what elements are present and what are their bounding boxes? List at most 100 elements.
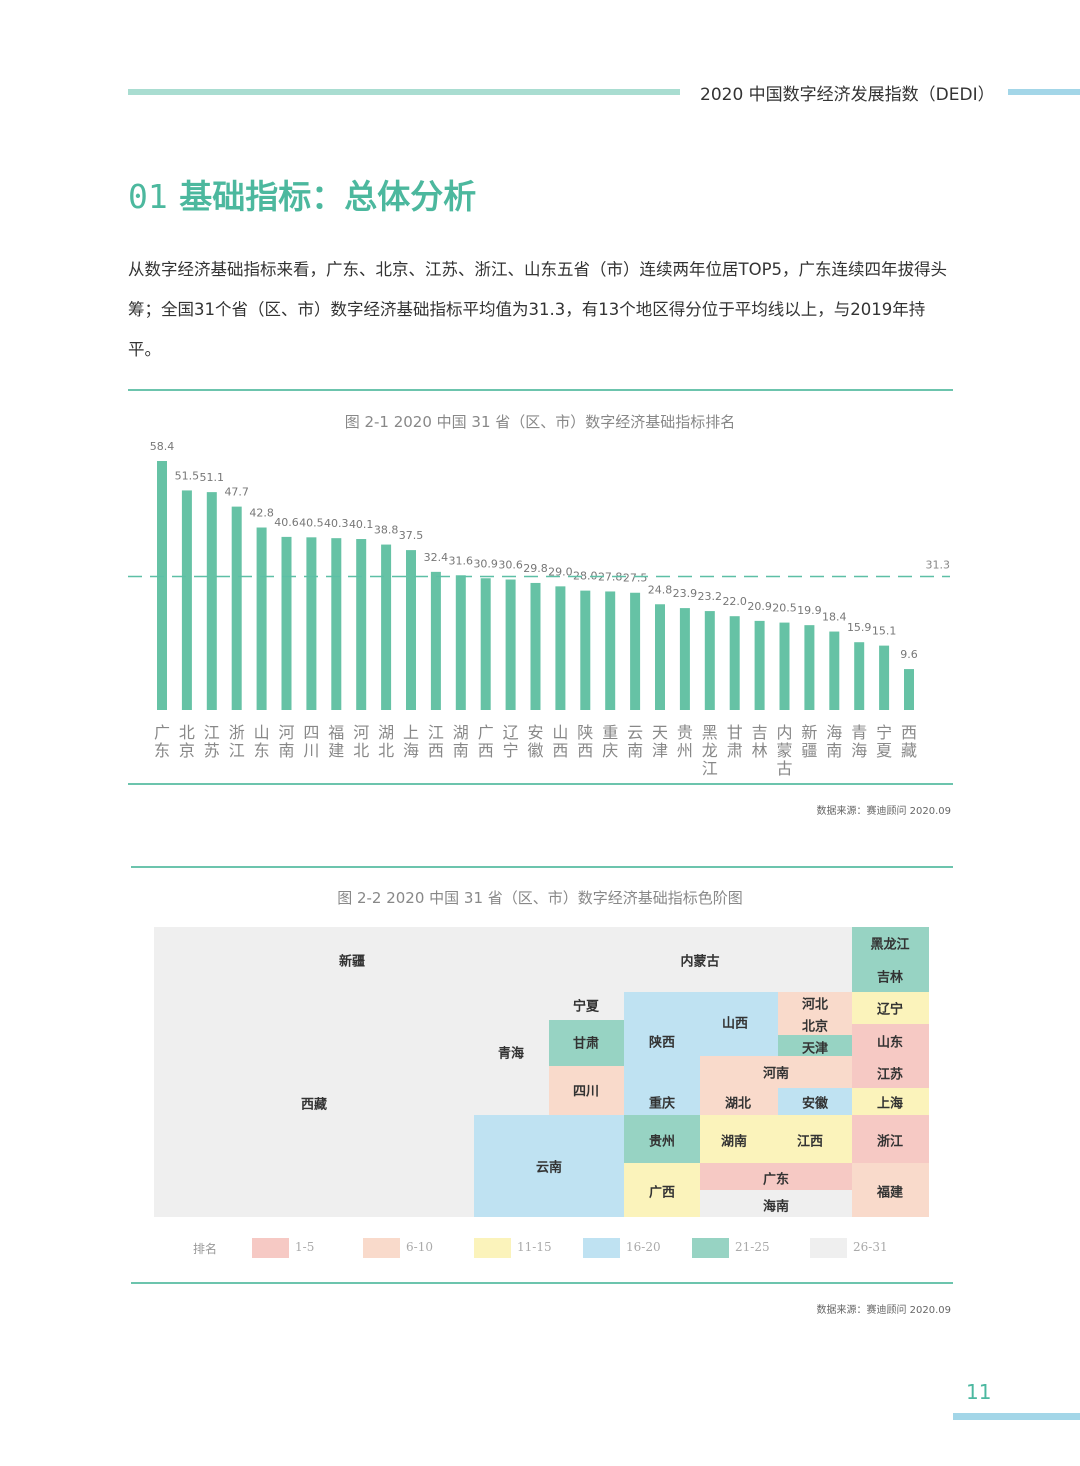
region-label: 北京 [801,1019,829,1035]
region-label: 陕西 [648,1035,676,1051]
map-block [852,1024,929,1088]
data-label: 40.5 [299,516,324,529]
legend-label: 21-25 [735,1240,770,1254]
section-heading: 基础指标：总体分析 [179,177,477,216]
region-label: 宁夏 [572,999,600,1015]
data-label: 58.4 [150,440,175,453]
map-block [778,1088,852,1115]
bar [630,592,641,710]
category-label: 山西 [552,723,568,760]
bar [555,586,566,710]
region-label: 西藏 [300,1097,328,1113]
region-label: 重庆 [648,1096,676,1112]
map-block [852,1163,929,1217]
category-label: 西藏 [901,723,917,760]
map-block [778,992,852,1035]
body-paragraph: 从数字经济基础指标来看，广东、北京、江苏、浙江、山东五省（市）连续两年位居TOP… [128,260,948,359]
bar [679,608,690,710]
region-label: 上海 [876,1096,904,1112]
category-label: 天津 [652,723,668,760]
map-block [778,1035,852,1056]
category-label: 湖南 [453,723,469,760]
bar [231,506,242,710]
section-number: 01 [128,177,168,216]
bar [505,579,516,710]
map-block [700,1163,852,1190]
figure1-source: 数据来源：赛迪顾问 2020.09 [816,806,951,817]
bar [430,571,441,710]
figure2-title: 图 2-2 2020 中国 31 省（区、市）数字经济基础指标色阶图 [337,889,743,907]
category-label: 辽宁 [503,723,519,760]
bar [704,611,715,710]
region-label: 江苏 [876,1067,904,1083]
data-label: 31.6 [449,554,474,567]
category-label: 北京 [179,723,195,760]
data-label: 47.7 [224,486,249,499]
bar [455,575,466,710]
legend-swatch [810,1238,847,1258]
category-label: 青海 [851,723,867,760]
data-label: 37.5 [399,529,424,542]
category-label: 安徽 [527,723,543,760]
data-label: 51.1 [200,471,225,484]
figure1-bottom-rule [128,783,953,785]
region-label: 山东 [876,1035,904,1051]
category-label: 福建 [328,723,344,760]
region-label: 江西 [796,1134,824,1150]
map-block [624,1163,700,1217]
bar [754,620,765,710]
map-block [700,992,778,1056]
region-label: 天津 [801,1041,829,1057]
region-label: 青海 [497,1046,525,1062]
page-number: 11 [966,1380,992,1404]
legend-swatch [363,1238,400,1258]
map-block [852,992,929,1024]
data-label: 51.5 [175,469,200,482]
data-label: 30.6 [498,559,522,572]
data-label: 15.1 [872,625,897,638]
bar [605,591,616,710]
region-label: 内蒙古 [680,954,720,970]
map-block [549,1066,624,1115]
bar-chart: 58.4 广东 51.5 北京 51.1 江苏 47.7 浙江 42.8 山东 40.6 河南 40.5… [128,440,950,778]
region-label: 贵州 [648,1134,676,1150]
bar [480,578,491,710]
map-block [852,927,929,992]
region-label: 安徽 [801,1096,829,1112]
category-label: 上海 [403,723,419,760]
category-label: 湖北 [378,723,394,760]
data-label: 28.0 [573,570,598,583]
bar [356,539,367,710]
legend-swatch [252,1238,289,1258]
region-label: 福建 [876,1185,904,1201]
bar [381,544,392,710]
data-label: 40.6 [274,516,299,529]
legend-swatch [474,1238,511,1258]
region-label: 辽宁 [876,1002,904,1018]
bar [904,669,914,710]
data-label: 40.3 [324,517,349,530]
region-label: 广东 [762,1172,790,1188]
map-block [700,1056,852,1088]
data-label: 18.4 [822,611,847,624]
bar [804,625,815,710]
bar [331,538,342,710]
map-block [624,992,700,1115]
region-label: 海南 [762,1199,790,1215]
category-label: 山东 [254,723,270,760]
footer-rule [953,1413,1080,1420]
category-label: 海南 [826,723,842,760]
data-label: 27.5 [623,572,648,585]
category-label: 黑龙江 [702,723,718,778]
bar [406,550,416,710]
bar [779,622,790,710]
map-block [474,1115,624,1217]
category-label: 河南 [278,723,294,760]
map-block [549,1020,624,1066]
region-label: 四川 [572,1084,600,1100]
header-rule [128,89,680,95]
bar [181,490,192,710]
legend-label: 26-31 [853,1240,888,1254]
data-label: 19.9 [797,604,822,617]
